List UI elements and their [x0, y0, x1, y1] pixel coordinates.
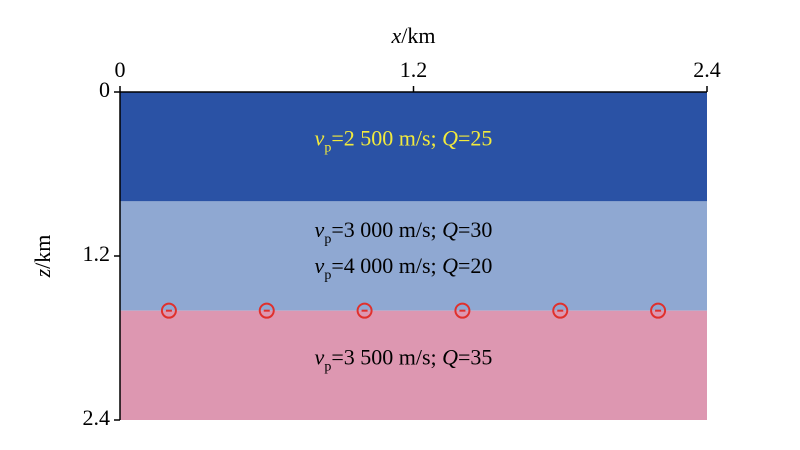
label-part: p [324, 268, 331, 283]
layer-label: vp=4 000 m/s; Q=20 [315, 253, 493, 283]
label-part: v [315, 217, 325, 242]
axis-var: z [30, 268, 55, 278]
y-tick-label: 0 [99, 77, 110, 102]
layer [120, 92, 707, 202]
label-part: =2 500 m/s; [331, 126, 442, 151]
receiver [454, 302, 471, 319]
receiver [160, 302, 177, 319]
label-part: =3 000 m/s; [331, 217, 442, 242]
y-tick-label: 1.2 [83, 241, 111, 266]
layer [120, 201, 707, 311]
layer-label: vp=2 500 m/s; Q=25 [315, 126, 493, 156]
y-axis-label: z/km [30, 235, 55, 279]
layer-label: vp=3 500 m/s; Q=35 [315, 344, 493, 374]
receiver [552, 302, 569, 319]
label-part: Q [442, 253, 458, 278]
label-part: =4 000 m/s; [331, 253, 442, 278]
receiver [650, 302, 667, 319]
label-part: =20 [458, 253, 492, 278]
label-part: p [324, 232, 331, 247]
label-part: p [324, 140, 331, 155]
x-axis-label: x/km [391, 23, 436, 48]
label-part: Q [442, 344, 458, 369]
label-part: =25 [458, 126, 492, 151]
receiver [356, 302, 373, 319]
label-part: p [324, 359, 331, 374]
label-part: =30 [458, 217, 492, 242]
y-tick-label: 2.4 [83, 405, 111, 430]
axis-var: x [391, 23, 402, 48]
label-part: =35 [458, 344, 492, 369]
label-part: v [315, 126, 325, 151]
x-tick-label: 2.4 [693, 57, 721, 82]
axis-unit: /km [401, 23, 435, 48]
label-part: =3 500 m/s; [331, 344, 442, 369]
x-tick-label: 1.2 [400, 57, 428, 82]
layer-label: vp=3 000 m/s; Q=30 [315, 217, 493, 247]
layer [120, 310, 707, 420]
receiver [258, 302, 275, 319]
label-part: v [315, 344, 325, 369]
axis-unit: /km [30, 235, 55, 269]
label-part: v [315, 253, 325, 278]
label-part: Q [442, 217, 458, 242]
label-part: Q [442, 126, 458, 151]
x-tick-label: 0 [115, 57, 126, 82]
